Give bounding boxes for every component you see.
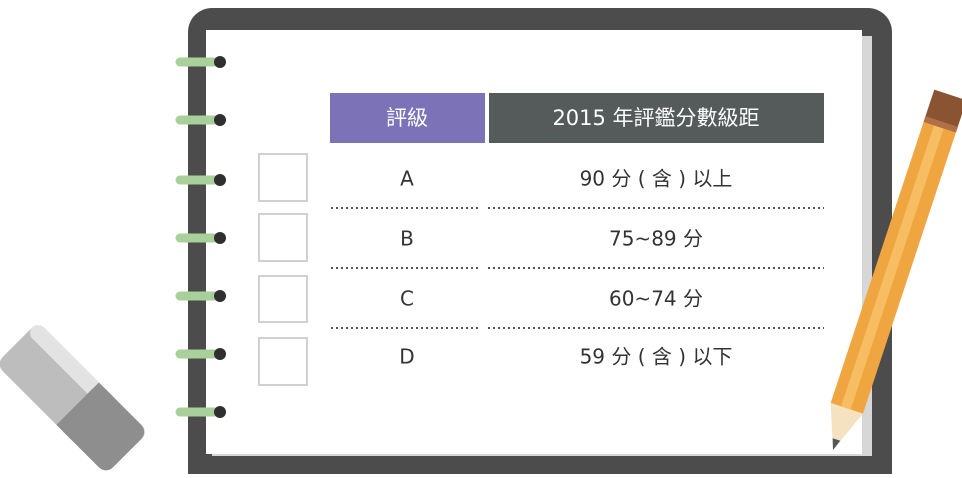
header-cell: [489, 93, 824, 143]
header-text: 評級: [386, 106, 428, 130]
checkbox: [258, 337, 308, 386]
spiral-rings: [175, 56, 226, 418]
cell-text: 90 分 ( 含 ) 以上: [580, 167, 733, 191]
cell-text: A: [400, 167, 414, 191]
cell-text: 59 分 ( 含 ) 以下: [580, 345, 733, 369]
cell-text: D: [399, 345, 414, 369]
cell-text: 75~89 分: [609, 227, 703, 251]
cell-text: 60~74 分: [609, 287, 703, 311]
checkbox: [258, 213, 308, 262]
row-separators: [331, 207, 824, 329]
cell-text: C: [400, 287, 414, 311]
eraser: [0, 324, 146, 471]
cell-text: B: [400, 227, 414, 251]
checkboxes: [258, 153, 308, 386]
checkbox: [258, 153, 308, 202]
header-cell: [330, 93, 485, 143]
pencil: [830, 89, 962, 450]
header-text: 2015 年評鑑分數級距: [552, 106, 759, 130]
checkbox: [258, 275, 308, 323]
